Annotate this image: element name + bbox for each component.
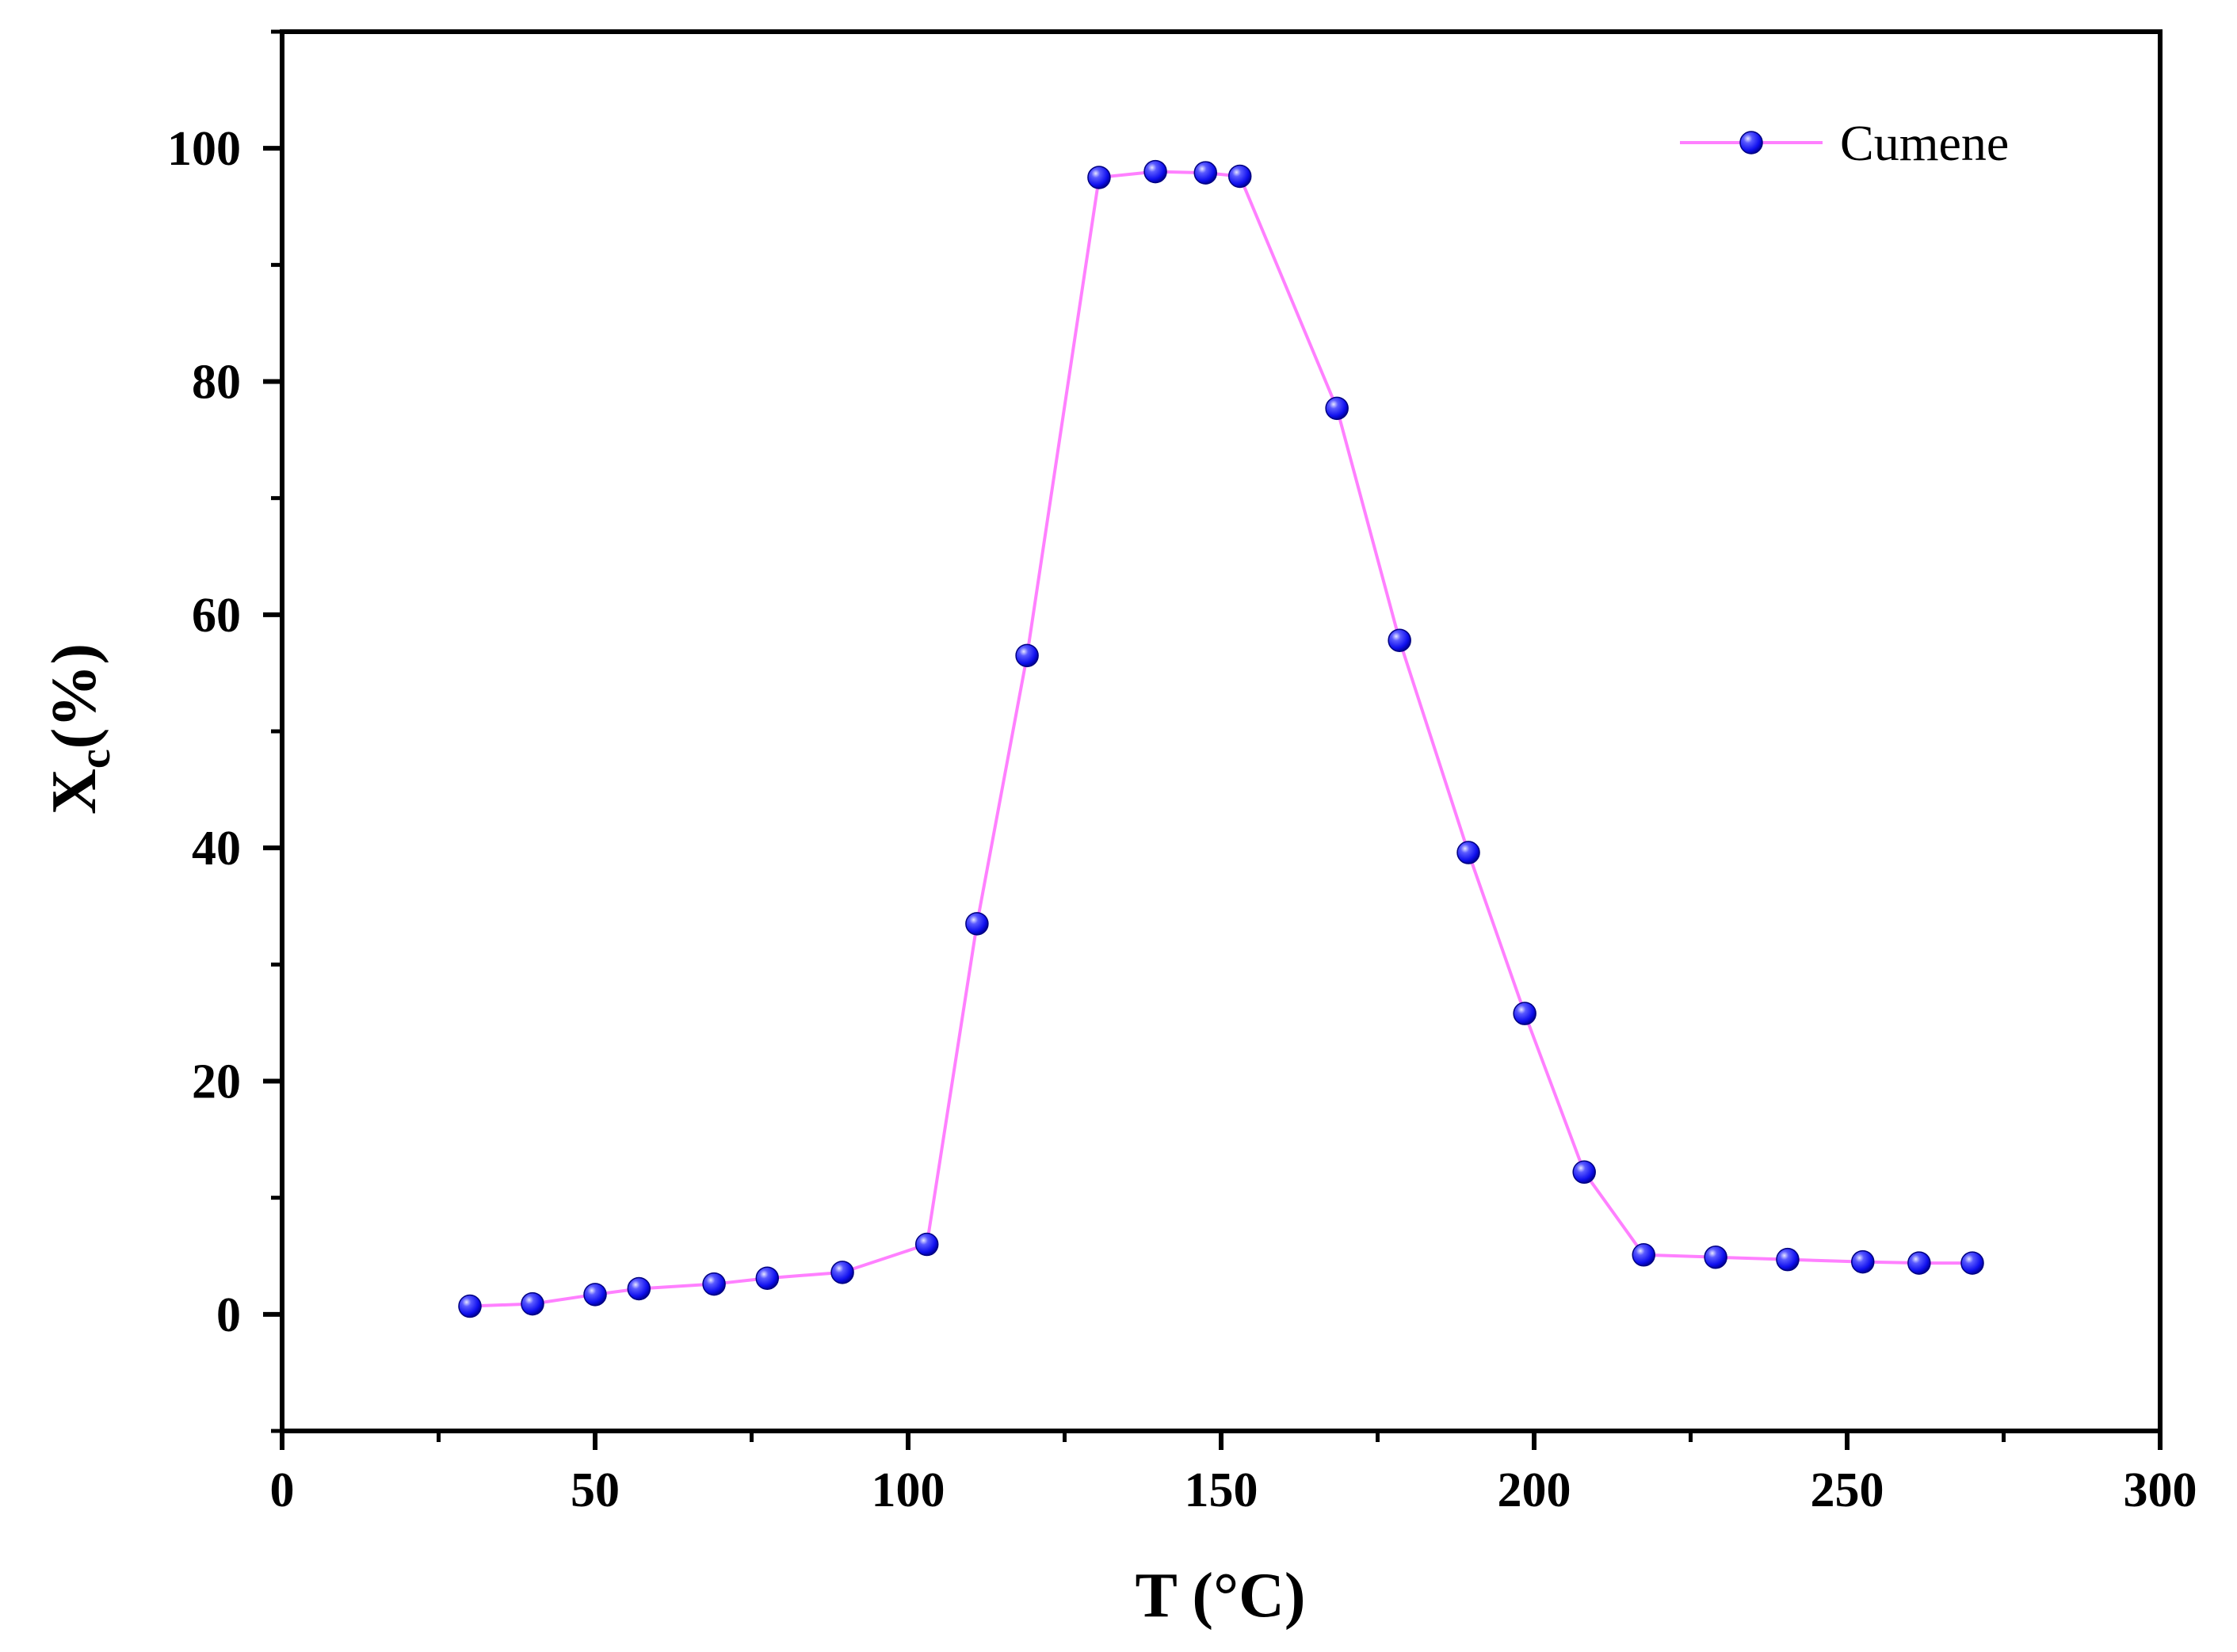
data-point xyxy=(1513,1002,1537,1025)
data-point xyxy=(1960,1251,1984,1275)
plot-border xyxy=(280,29,2163,1433)
data-point xyxy=(1776,1247,1800,1272)
data-point xyxy=(1143,159,1167,184)
data-point xyxy=(1572,1160,1596,1185)
y-tick-label: 100 xyxy=(167,122,241,176)
axes: 0 50 100 150 200 250 300 0 20 40 60 80 100 xyxy=(167,29,2197,1517)
y-tick-label: 80 xyxy=(192,356,241,410)
x-tick-label: 200 xyxy=(1498,1463,1571,1517)
data-point xyxy=(1704,1245,1727,1269)
y-axis-title-main: X xyxy=(40,769,109,815)
plot-frame xyxy=(280,29,2163,1433)
data-point xyxy=(914,1232,939,1257)
data-point xyxy=(755,1266,779,1290)
y-tick-label: 60 xyxy=(192,589,241,643)
data-point xyxy=(830,1261,854,1284)
y-axis-title-suffix: (%) xyxy=(40,643,109,749)
legend-marker-swatch xyxy=(1739,131,1763,155)
y-axis-title: Xc(%) xyxy=(40,643,120,815)
y-tick-label: 0 xyxy=(216,1288,241,1342)
x-tick-label: 300 xyxy=(2124,1463,2197,1517)
data-point xyxy=(1632,1243,1655,1267)
x-tick-label: 250 xyxy=(1811,1463,1884,1517)
data-point xyxy=(1388,628,1411,652)
legend-label: Cumene xyxy=(1840,115,2009,171)
x-tick-label: 150 xyxy=(1185,1463,1258,1517)
x-tick-label: 100 xyxy=(872,1463,945,1517)
x-axis-title: T (°C) xyxy=(1136,1561,1306,1631)
y-tick-label: 40 xyxy=(192,822,241,876)
axis-titles: T (°C) Xc(%) xyxy=(40,643,1305,1631)
data-point xyxy=(702,1272,726,1296)
data-point xyxy=(1325,396,1349,421)
data-point xyxy=(521,1291,544,1316)
data-point xyxy=(965,912,989,936)
data-point xyxy=(1907,1251,1931,1275)
data-point xyxy=(627,1276,651,1301)
y-tick-label: 20 xyxy=(192,1055,241,1109)
data-point xyxy=(1227,164,1252,189)
data-point xyxy=(1015,643,1039,668)
data-point xyxy=(1456,841,1480,864)
series-group xyxy=(458,159,1984,1318)
y-axis-title-subscript: c xyxy=(71,749,120,769)
data-point xyxy=(583,1283,607,1307)
data-point xyxy=(1193,161,1217,185)
series-line-cumene xyxy=(469,170,1972,1308)
data-point xyxy=(1087,166,1111,189)
data-point xyxy=(458,1294,482,1318)
legend: Cumene xyxy=(1680,115,2009,171)
x-tick-label: 50 xyxy=(571,1463,620,1517)
x-tick-label: 0 xyxy=(270,1463,295,1517)
data-point xyxy=(1851,1249,1875,1274)
